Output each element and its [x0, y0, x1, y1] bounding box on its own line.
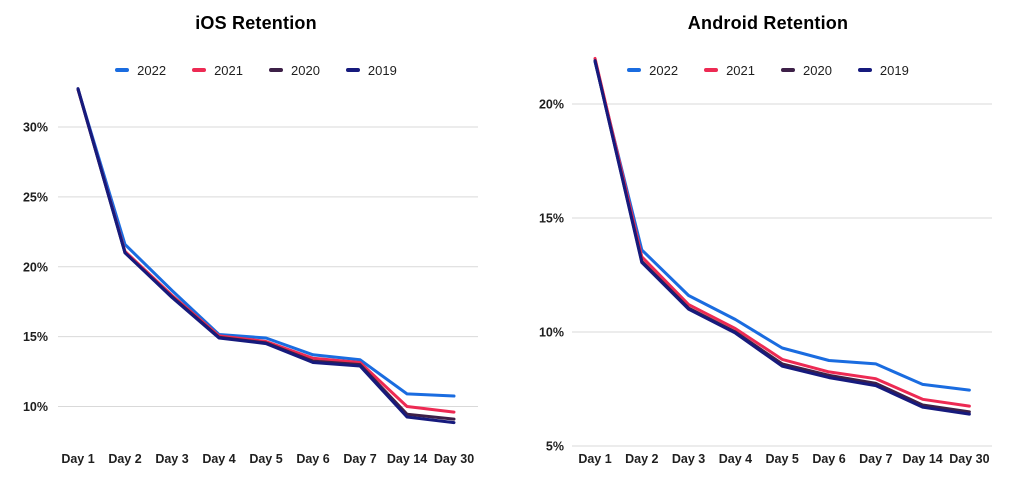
page-title: iOS Retention	[195, 13, 317, 33]
x-tick-label: Day 5	[766, 452, 799, 466]
y-tick-label: 20%	[23, 260, 48, 274]
legend-label: 2020	[803, 62, 832, 78]
legend-item-2020: 2020	[269, 63, 320, 78]
x-tick-label: Day 30	[434, 452, 474, 466]
series-line-2021	[76, 87, 456, 414]
series-line-2022	[76, 87, 456, 398]
series-line-2022	[593, 60, 971, 392]
x-tick-label: Day 1	[578, 452, 611, 466]
x-tick-label: Day 6	[296, 452, 329, 466]
legend-item-2020: 2020	[781, 63, 832, 78]
legend-label: 2020	[291, 62, 320, 78]
x-tick-label: Day 4	[202, 452, 235, 466]
legend-item-2022: 2022	[115, 63, 166, 78]
series-line-2021	[593, 56, 971, 408]
legend-item-2022: 2022	[627, 63, 678, 78]
y-tick-label: 5%	[546, 440, 564, 454]
android-plot-area: 20% 15% 10% 5% Day 1 Day 2 Day 3 Day 4 Day 5 Day …	[539, 56, 992, 466]
ios-plot-area: 30% 25% 20% 15% 10% Day 1 Day 2 Day 3 Day 4 Day 5…	[23, 87, 478, 466]
x-tick-label: Day 6	[812, 452, 845, 466]
legend-item-2021: 2021	[704, 63, 755, 78]
x-tick-label: Day 3	[672, 452, 705, 466]
y-tick-label: 15%	[23, 330, 48, 344]
x-tick-label: Day 7	[859, 452, 892, 466]
legend-label: 2019	[367, 62, 397, 78]
y-tick-label: 20%	[539, 98, 564, 112]
legend-marker-icon	[115, 68, 130, 72]
legend-marker-icon	[627, 68, 642, 72]
legend-marker-icon	[345, 68, 360, 72]
legend-label: 2019	[879, 62, 909, 78]
legend-item-2021: 2021	[192, 63, 243, 78]
x-tick-label: Day 7	[343, 452, 376, 466]
legend-marker-icon	[704, 68, 719, 72]
legend-marker-icon	[781, 68, 795, 72]
x-tick-label: Day 4	[719, 452, 752, 466]
legend-label: 2021	[726, 62, 755, 78]
x-tick-label: Day 3	[155, 452, 188, 466]
x-tick-label: Day 2	[108, 452, 141, 466]
legend-item-2019: 2019	[345, 62, 397, 78]
series-line-2019	[593, 59, 971, 416]
legend: 2022 2021 2020 2019	[0, 62, 512, 78]
x-tick-label: Day 2	[625, 452, 658, 466]
legend-label: 2022	[649, 62, 679, 78]
legend: 2022 2021 2020 2019	[512, 62, 1024, 78]
page-title: Android Retention	[687, 13, 849, 33]
legend-marker-icon	[192, 68, 207, 72]
y-tick-label: 10%	[539, 326, 564, 340]
x-tick-label: Day 5	[249, 452, 282, 466]
y-tick-label: 15%	[539, 212, 564, 226]
x-tick-label: Day 1	[61, 452, 94, 466]
legend-marker-icon	[269, 68, 283, 72]
android-retention-chart: Android Retention 2022 2021 2020 2019 20% 15…	[512, 0, 1024, 487]
x-tick-label: Day 14	[387, 452, 427, 466]
ios-retention-chart: iOS Retention 2022 2021 2020 2019 30% 25% 20%…	[0, 13, 512, 466]
series-line-2019	[76, 87, 456, 425]
legend-marker-icon	[857, 68, 872, 72]
y-tick-label: 10%	[23, 400, 48, 414]
x-tick-label: Day 14	[902, 452, 942, 466]
y-tick-label: 25%	[23, 190, 48, 204]
legend-item-2019: 2019	[857, 62, 909, 78]
y-tick-label: 30%	[23, 121, 48, 135]
x-tick-label: Day 30	[949, 452, 989, 466]
legend-label: 2022	[137, 62, 167, 78]
legend-label: 2021	[214, 62, 243, 78]
